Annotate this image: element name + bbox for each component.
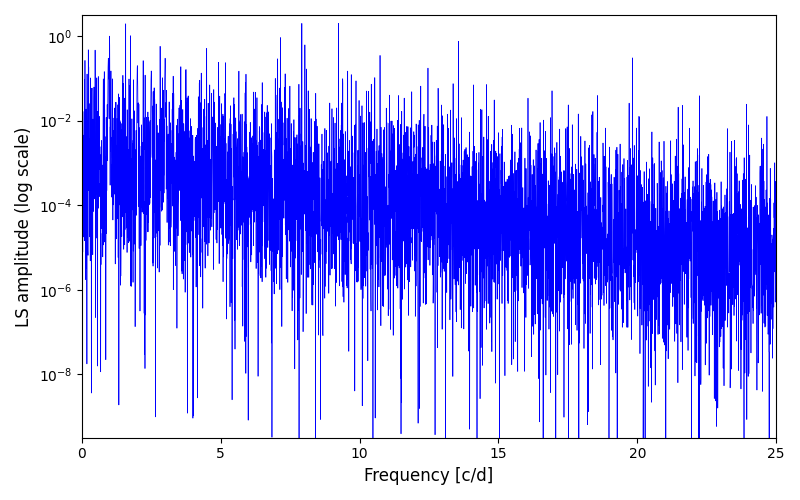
Y-axis label: LS amplitude (log scale): LS amplitude (log scale) [15,126,33,326]
X-axis label: Frequency [c/d]: Frequency [c/d] [364,467,494,485]
